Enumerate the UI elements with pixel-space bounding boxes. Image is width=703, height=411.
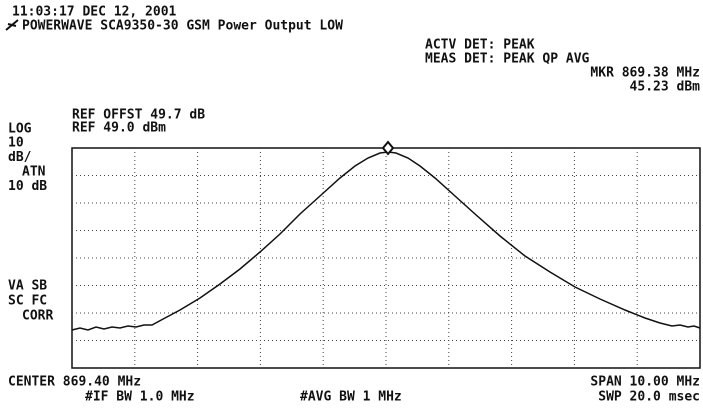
timestamp: 11:03:17 DEC 12, 2001 [12,5,177,20]
ref-level: REF 49.0 dBm [72,121,166,136]
logo [5,19,19,31]
scale-label: ATN [22,165,46,180]
span: SPAN 10.00 MHz [590,375,700,390]
scale-mode: LOG [8,122,32,137]
meas-det: MEAS DET: PEAK QP AVG [425,52,590,67]
scale-label: 10 dB [8,179,47,194]
marker-freq: MKR 869.38 MHz [590,66,700,81]
sweep: SWP 20.0 msec [598,390,700,405]
status-label: SC FC [8,294,47,309]
marker [381,140,395,156]
graticule [71,147,701,369]
if-bw: #IF BW 1.0 MHz [85,390,195,405]
status-label: CORR [22,309,53,324]
avg-bw: #AVG BW 1 MHz [300,390,402,405]
center-freq: CENTER 869.40 MHz [8,375,141,390]
grid [72,148,700,368]
scale-label: 10 [8,136,24,151]
marker-level: 45.23 dBm [630,80,701,95]
actv-det: ACTV DET: PEAK [425,38,535,53]
title: POWERWAVE SCA9350-30 GSM Power Output LO… [22,19,343,34]
scale-label: dB/ [8,150,32,165]
trace [71,151,701,331]
status-label: VA SB [8,279,47,294]
ref-offset: REF OFFST 49.7 dB [72,108,205,123]
